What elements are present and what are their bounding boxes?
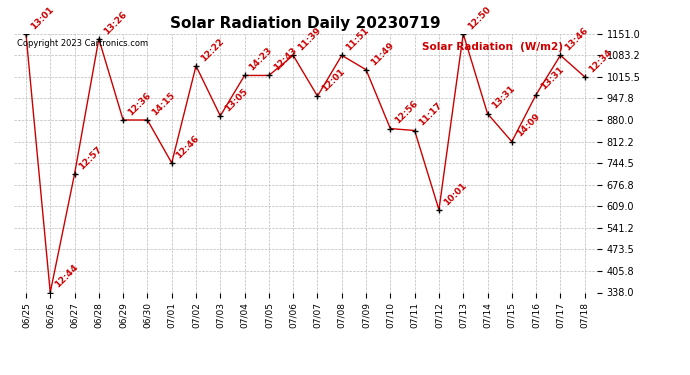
- Text: 13:31: 13:31: [491, 84, 517, 111]
- Text: 12:44: 12:44: [53, 263, 80, 290]
- Text: 12:46: 12:46: [175, 134, 201, 160]
- Text: Copyright 2023 Cartronics.com: Copyright 2023 Cartronics.com: [17, 39, 148, 48]
- Text: 14:15: 14:15: [150, 90, 177, 117]
- Text: 13:01: 13:01: [29, 4, 55, 31]
- Text: 13:46: 13:46: [563, 26, 590, 53]
- Text: Solar Radiation  (W/m2): Solar Radiation (W/m2): [422, 42, 563, 51]
- Text: 14:09: 14:09: [515, 112, 541, 139]
- Text: 11:39: 11:39: [296, 26, 323, 53]
- Text: 13:26: 13:26: [101, 9, 128, 36]
- Text: 11:51: 11:51: [344, 26, 371, 53]
- Text: 12:43: 12:43: [272, 46, 298, 73]
- Text: 12:56: 12:56: [393, 99, 420, 126]
- Text: 12:36: 12:36: [126, 91, 152, 117]
- Text: 12:22: 12:22: [199, 36, 226, 63]
- Text: 10:01: 10:01: [442, 180, 468, 207]
- Text: 13:31: 13:31: [539, 65, 566, 92]
- Text: 12:57: 12:57: [77, 145, 104, 171]
- Text: 12:01: 12:01: [320, 67, 347, 93]
- Title: Solar Radiation Daily 20230719: Solar Radiation Daily 20230719: [170, 16, 441, 31]
- Text: 11:49: 11:49: [369, 40, 395, 67]
- Text: 14:23: 14:23: [248, 46, 274, 73]
- Text: 11:17: 11:17: [417, 101, 444, 128]
- Text: 12:50: 12:50: [466, 4, 493, 31]
- Text: 13:05: 13:05: [223, 87, 250, 113]
- Text: 12:34: 12:34: [587, 47, 614, 74]
